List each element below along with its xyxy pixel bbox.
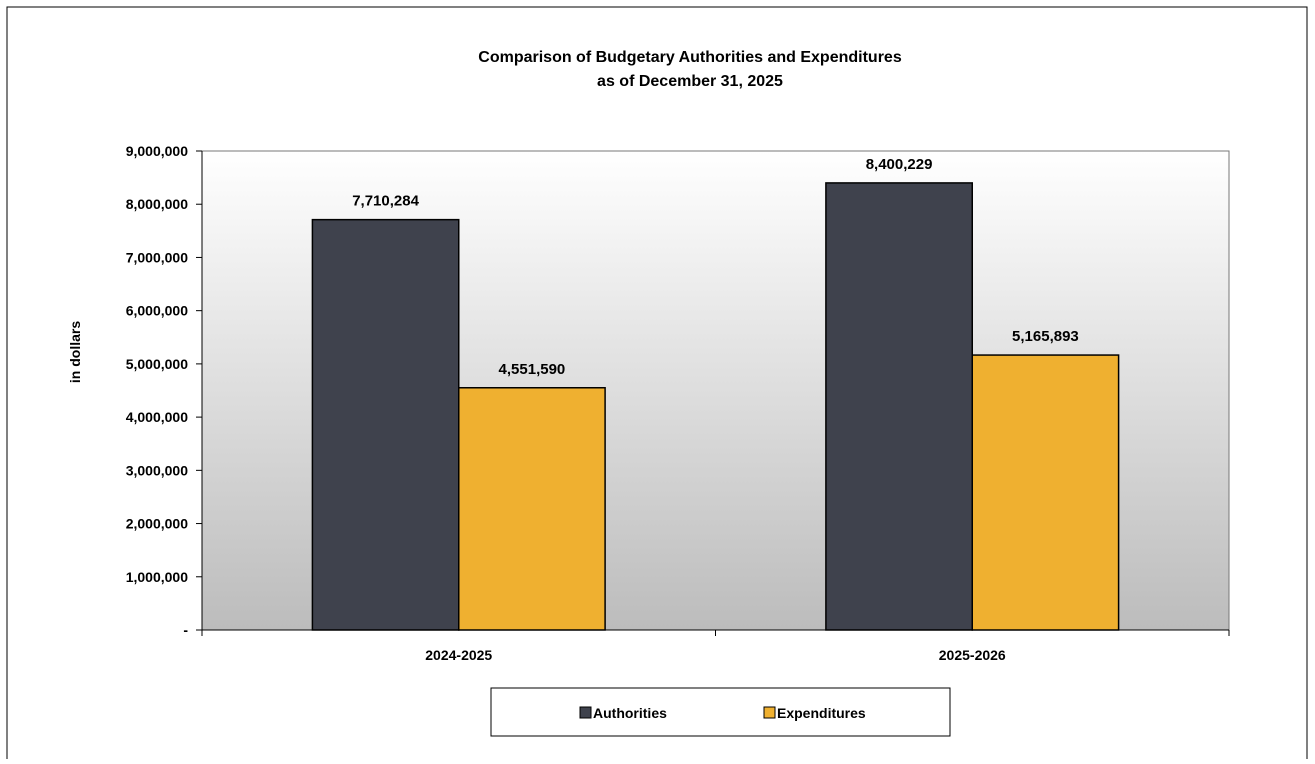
data-label: 5,165,893 [1012, 328, 1079, 345]
legend-swatch-authorities [579, 706, 592, 719]
x-category-label: 2024-2025 [425, 647, 492, 663]
y-tick-label: 8,000,000 [126, 196, 188, 212]
y-tick-label: - [183, 622, 188, 638]
y-axis-title: in dollars [67, 321, 83, 383]
y-tick-label: 9,000,000 [126, 143, 188, 159]
data-label: 7,710,284 [352, 193, 419, 210]
x-category-label: 2025-2026 [939, 647, 1006, 663]
bar-authorities-2025-2026 [825, 182, 974, 631]
legend-label-authorities: Authorities [593, 705, 667, 721]
data-label: 4,551,590 [499, 361, 566, 378]
bar-expenditures-2024-2025 [458, 387, 606, 631]
y-tick-label: 5,000,000 [126, 356, 188, 372]
legend-swatch-expenditures [763, 706, 776, 719]
bar-expenditures-2025-2026 [971, 354, 1120, 631]
legend-box [490, 687, 951, 737]
legend-label-expenditures: Expenditures [777, 705, 866, 721]
legend: Authorities Expenditures [490, 687, 951, 737]
y-tick-label: 7,000,000 [126, 249, 188, 265]
chart-title: Comparison of Budgetary Authorities and … [478, 49, 902, 66]
y-axis: - 1,000,000 2,000,000 3,000,000 4,000,000 5,0… [126, 143, 203, 638]
y-tick-label: 6,000,000 [126, 303, 188, 319]
bar-authorities-2024-2025 [311, 218, 460, 631]
data-labels: 7,710,284 4,551,590 8,400,229 5,165,893 [352, 156, 1079, 378]
y-tick-label: 4,000,000 [126, 409, 188, 425]
y-tick-label: 3,000,000 [126, 462, 188, 478]
chart-subtitle: as of December 31, 2025 [597, 73, 783, 90]
y-tick-label: 2,000,000 [126, 516, 188, 532]
bars [311, 182, 1120, 631]
data-label: 8,400,229 [866, 156, 933, 173]
y-tick-label: 1,000,000 [126, 569, 188, 585]
